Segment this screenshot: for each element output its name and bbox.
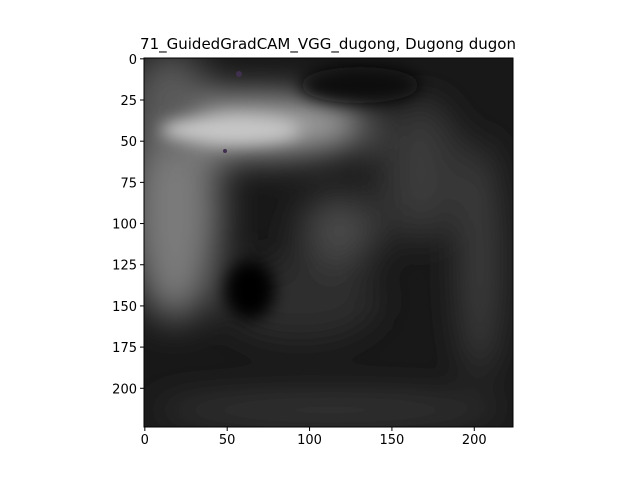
y-tick-label: 0 [129,53,137,68]
x-tick-label: 0 [141,433,149,448]
x-tick-label: 200 [462,433,487,448]
y-tick-label: 75 [120,176,137,191]
y-tick-label: 25 [120,94,137,109]
y-tick-label: 50 [120,135,137,150]
y-tick-label: 175 [112,341,137,356]
y-tick-label: 125 [112,259,137,274]
y-tick-label: 100 [112,218,137,233]
chart-title: 71_GuidedGradCAM_VGG_dugong, Dugong dugo… [140,35,516,54]
x-tick-label: 50 [219,433,236,448]
x-tick-label: 100 [297,433,322,448]
y-tick-label: 200 [112,382,137,397]
x-tick-label: 150 [380,433,405,448]
heatmap-image [144,58,513,427]
y-tick-label: 150 [112,300,137,315]
axes-frame [143,57,514,428]
